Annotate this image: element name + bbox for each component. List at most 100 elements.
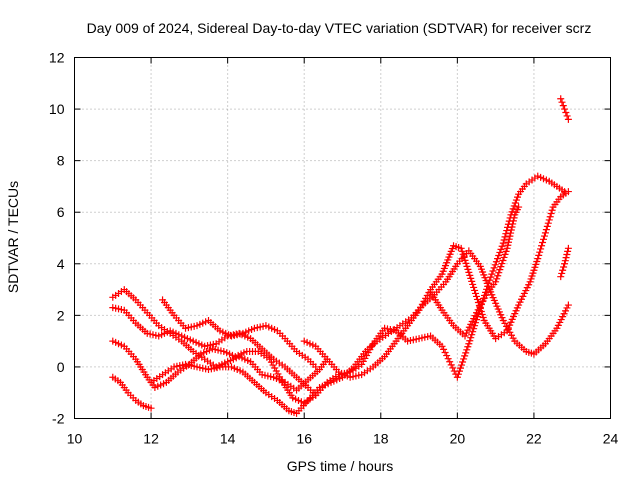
data-point [467,334,475,342]
data-point [502,230,510,238]
data-point [422,294,430,302]
data-point [500,253,508,261]
data-point [472,289,480,297]
data-point [418,300,426,308]
y-tick-label: 8 [57,153,65,169]
data-point [469,280,477,288]
series-track-7 [300,188,572,381]
data-point [507,229,515,237]
data-point [266,355,274,363]
data-point [506,232,514,240]
data-point [564,244,572,252]
data-point [494,272,502,280]
data-point [541,229,549,237]
data-point [503,244,511,252]
data-point [312,363,320,371]
data-point [557,273,565,281]
data-point [274,370,282,378]
data-point [500,236,508,244]
grid [74,57,611,419]
data-point [495,269,503,277]
data-point [536,248,544,256]
data-point [473,295,481,303]
data-point [561,260,569,268]
data-point [498,260,506,268]
y-axis-label: SDTVAR / TECUs [5,181,21,293]
data-point [509,217,517,225]
data-point [564,188,572,196]
data-point [497,245,505,253]
series-track-10 [557,244,572,281]
y-tick-label: 4 [57,256,65,272]
y-tick-label: -2 [52,411,65,427]
data-point [564,115,572,123]
series-track-1 [109,286,331,394]
data-point [478,310,486,318]
data-point [474,298,482,306]
data-point [505,238,513,246]
data-point [471,322,479,330]
data-point [509,220,517,228]
data-point [561,257,569,265]
data-point [496,248,504,256]
data-point [539,239,547,247]
data-point [546,213,554,221]
data-point [446,358,454,366]
data-point [548,206,556,214]
x-tick-label: 24 [603,431,619,447]
chart-title: Day 009 of 2024, Sidereal Day-to-day VTE… [87,20,592,36]
data-point [457,244,465,252]
data-point [496,266,504,274]
data-point [476,303,484,311]
x-tick-label: 22 [526,431,542,447]
data-point [363,352,371,360]
data-point [514,193,522,201]
data-point [481,294,489,302]
data-point [559,102,567,110]
data-point [470,325,478,333]
data-point [499,257,507,265]
data-point [464,343,472,351]
data-point [489,267,497,275]
data-point [147,404,155,412]
data-point [474,306,482,314]
data-point [276,373,284,381]
y-tick-label: 12 [49,50,65,66]
data-point [458,361,466,369]
data-point [271,364,279,372]
data-point [562,254,570,262]
data-point [459,250,467,258]
data-point [491,261,499,269]
data-point [538,242,546,250]
data-point [462,259,470,267]
data-point [492,258,500,266]
data-point [367,343,375,351]
data-point [440,345,448,353]
data-point [447,361,455,369]
data-point [479,297,487,305]
x-tick-label: 12 [143,431,159,447]
data-point [501,250,509,258]
x-tick-label: 16 [296,431,312,447]
data-point [499,239,507,247]
data-point [472,319,480,327]
data-point [477,307,485,315]
x-tick-label: 18 [373,431,389,447]
data-point [455,367,463,375]
data-point [505,235,513,243]
data-point [462,349,470,357]
data-point [540,232,548,240]
data-point [459,358,467,366]
data-point [561,105,569,113]
data-point [508,223,516,231]
data-point [501,319,509,327]
data-point [535,251,543,259]
x-axis-label: GPS time / hours [287,458,394,474]
data-point [453,373,461,381]
data-point [490,264,498,272]
data-point [487,273,495,281]
data-point [471,286,479,294]
data-point [510,214,518,222]
series-track-4 [109,373,155,412]
